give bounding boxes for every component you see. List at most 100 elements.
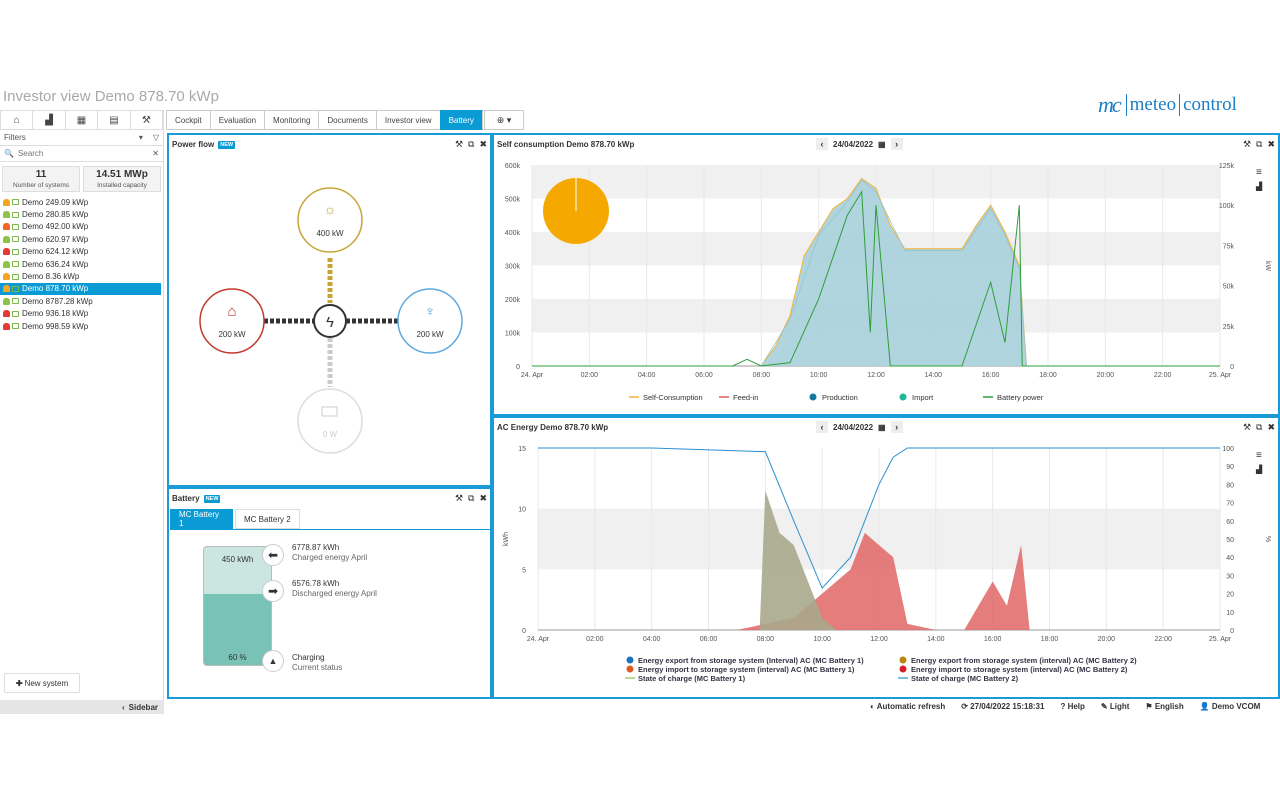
system-list-item[interactable]: Demo 998.59 kWp: [0, 320, 163, 332]
discharged-energy: 6576.78 kWh Discharged energy April: [292, 579, 377, 598]
close-icon[interactable]: ✖: [1267, 139, 1275, 149]
close-icon[interactable]: ✖: [1267, 422, 1275, 432]
bar-chart-icon[interactable]: ▟: [33, 111, 66, 129]
ac-energy-panel: AC Energy Demo 878.70 kWp ‹ 24/04/2022 ▦ › …: [492, 416, 1280, 699]
y-tick-label: 600k: [505, 163, 521, 170]
legend-label: Self-Consumption: [643, 393, 703, 402]
y2-tick-label: 100: [1222, 446, 1234, 453]
popout-icon[interactable]: ⧉: [468, 493, 475, 503]
system-list-item[interactable]: Demo 492.00 kWp: [0, 221, 163, 233]
wrench-icon[interactable]: ⚒: [454, 139, 464, 149]
filters-dropdown[interactable]: Filters ▾ ▽: [0, 130, 163, 146]
arrow-left-icon: ⬅: [262, 544, 284, 566]
system-list-item[interactable]: Demo 624.12 kWp: [0, 246, 163, 258]
home-icon: ⌂: [227, 303, 236, 320]
current-status: Charging Current status: [292, 653, 343, 672]
new-system-button[interactable]: ✚ New system: [4, 673, 80, 693]
x-tick-label: 08:00: [757, 636, 775, 643]
chevron-left-icon: ‹: [121, 702, 125, 712]
grid-value: 200 kW: [416, 330, 444, 339]
tab-cockpit[interactable]: Cockpit: [166, 110, 210, 130]
document-icon[interactable]: ▤: [98, 111, 131, 129]
tab-documents[interactable]: Documents: [318, 110, 376, 130]
y2-axis-label: %: [1264, 536, 1271, 542]
legend-label: Import: [912, 393, 934, 402]
wrench-icon[interactable]: ⚒: [1242, 139, 1252, 149]
home-icon[interactable]: ⌂: [1, 111, 34, 129]
pv-system-icon: [12, 310, 19, 317]
y2-tick-label: 80: [1226, 482, 1234, 489]
system-list-item[interactable]: Demo 636.24 kWp: [0, 258, 163, 270]
system-list-item[interactable]: Demo 878.70 kWp: [0, 282, 161, 296]
y-tick-label: 100k: [505, 331, 521, 338]
wrench-icon[interactable]: ⚒: [1242, 422, 1252, 432]
refresh-timestamp[interactable]: ⟳ 27/04/2022 15:18:31: [961, 702, 1045, 711]
pv-system-icon: [12, 261, 19, 268]
y2-tick-label: 50k: [1223, 284, 1235, 291]
legend-label: Feed-in: [733, 393, 758, 402]
y-tick-label: 400k: [505, 230, 521, 237]
close-icon[interactable]: ✖: [479, 493, 487, 503]
popout-icon[interactable]: ⧉: [1256, 139, 1263, 149]
theme-toggle[interactable]: ✎ Light: [1100, 702, 1130, 711]
calendar-icon[interactable]: ▦: [878, 422, 886, 432]
tab-investor-view[interactable]: Investor view: [375, 110, 440, 130]
legend-swatch: [626, 656, 634, 664]
system-list-item[interactable]: Demo 249.09 kWp: [0, 196, 163, 208]
filter-icon[interactable]: ▽: [152, 133, 159, 142]
clear-icon[interactable]: ✕: [152, 149, 159, 158]
user-menu[interactable]: 👤 Demo VCOM: [1199, 702, 1261, 711]
close-icon[interactable]: ✖: [479, 139, 487, 149]
alarm-bell-icon: [3, 310, 10, 318]
system-list-item[interactable]: Demo 936.18 kWp: [0, 308, 163, 320]
popout-icon[interactable]: ⧉: [1256, 422, 1263, 432]
search-input[interactable]: [17, 149, 153, 158]
wrench-icon[interactable]: ⚒: [141, 114, 151, 126]
tab-battery[interactable]: Battery: [439, 110, 483, 130]
system-list-item[interactable]: Demo 8787.28 kWp: [0, 295, 163, 307]
x-tick-label: 08:00: [753, 372, 771, 379]
prev-day-button[interactable]: ‹: [816, 138, 828, 150]
x-tick-label: 10:00: [810, 372, 828, 379]
state-of-charge-line: [538, 447, 1220, 590]
home-value: 200 kW: [218, 330, 246, 339]
menu-icon: ≡: [1256, 167, 1262, 178]
x-tick-label: 25. Apr: [1209, 372, 1232, 379]
prev-day-button[interactable]: ‹: [816, 421, 828, 433]
arrow-up-icon: ▲: [262, 650, 284, 672]
y2-tick-label: 70: [1226, 501, 1234, 508]
wrench-icon[interactable]: ⚒: [454, 493, 464, 503]
tab-mc-battery-2[interactable]: MC Battery 2: [235, 509, 300, 529]
sidebar-toolbar: ⌂ ▟ ▦ ▤ ⚒: [0, 110, 163, 130]
system-list-item[interactable]: Demo 620.97 kWp: [0, 233, 163, 245]
sidebar-collapse-button[interactable]: ‹ Sidebar: [0, 700, 164, 714]
calendar-icon[interactable]: ▦: [878, 139, 886, 149]
x-tick-label: 16:00: [984, 636, 1002, 643]
grid-node: [397, 288, 463, 354]
system-list-item[interactable]: Demo 280.85 kWp: [0, 208, 163, 220]
table-icon[interactable]: ▦: [66, 111, 99, 129]
next-day-button[interactable]: ›: [890, 421, 903, 433]
system-list-item[interactable]: Demo 8.36 kWp: [0, 270, 163, 282]
battery-fill: [204, 594, 271, 665]
help-link[interactable]: ? Help: [1060, 702, 1085, 711]
y2-tick-label: 0: [1230, 628, 1234, 635]
panel-title: AC Energy Demo 878.70 kWp: [497, 423, 609, 432]
grid-pylon-icon: ♆: [425, 303, 436, 319]
tab-monitoring[interactable]: Monitoring: [264, 110, 319, 130]
panel-title: Self consumption Demo 878.70 kWp: [497, 140, 635, 149]
plus-icon: ✚: [15, 678, 23, 688]
next-day-button[interactable]: ›: [890, 138, 903, 150]
auto-refresh-toggle[interactable]: ◐ Automatic refresh: [870, 702, 946, 711]
language-select[interactable]: ⚑ English: [1145, 702, 1184, 711]
y2-tick-label: 90: [1226, 464, 1234, 471]
add-widget-button[interactable]: ⊕ ▾: [484, 110, 524, 130]
tab-mc-battery-1[interactable]: MC Battery 1: [170, 509, 233, 529]
pv-system-icon: [12, 236, 19, 243]
system-list: Demo 249.09 kWp Demo 280.85 kWp Demo 492.0…: [0, 196, 163, 332]
legend-swatch: [809, 393, 817, 401]
y-axis-label: kWh: [503, 532, 510, 546]
x-tick-label: 04:00: [643, 636, 661, 643]
tab-evaluation[interactable]: Evaluation: [209, 110, 265, 130]
popout-icon[interactable]: ⧉: [468, 139, 475, 149]
